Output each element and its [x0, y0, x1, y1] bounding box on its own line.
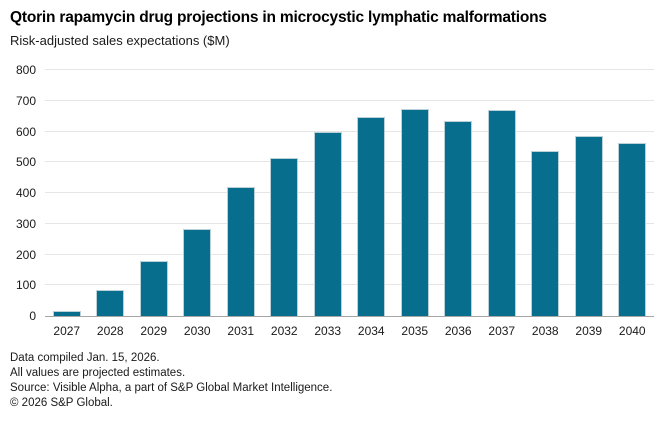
x-axis-label-2028: 2028	[96, 324, 124, 338]
bar-2029	[139, 260, 168, 316]
x-axis-label-2034: 2034	[357, 324, 385, 338]
footnote-source: Source: Visible Alpha, a part of S&P Glo…	[10, 382, 333, 394]
y-gridline	[45, 253, 654, 255]
y-gridline	[45, 130, 654, 132]
footnote-data-compiled: Data compiled Jan. 15, 2026.	[10, 352, 160, 364]
x-axis-label-2033: 2033	[314, 324, 342, 338]
bar-2031	[226, 187, 255, 316]
chart-title: Qtorin rapamycin drug projections in mic…	[10, 9, 547, 26]
bar-2032	[270, 157, 299, 316]
bar-2035	[400, 108, 429, 316]
bar-2033	[313, 131, 342, 316]
y-gridline	[45, 99, 654, 101]
y-axis-tick-label: 400	[15, 186, 36, 200]
x-axis-label-2032: 2032	[270, 324, 298, 338]
footnote-projected-estimates: All values are projected estimates.	[10, 367, 186, 379]
x-axis-label-2027: 2027	[53, 324, 81, 338]
x-axis-label-2031: 2031	[227, 324, 255, 338]
y-axis-tick-label: 300	[15, 216, 36, 231]
y-axis-tick-label: 100	[15, 278, 36, 293]
bar-2040	[618, 142, 647, 316]
x-axis-label-2038: 2038	[531, 324, 559, 338]
y-gridline	[45, 192, 654, 193]
chart-footnotes: Data compiled Jan. 15, 2026. All values …	[10, 351, 332, 411]
y-axis-tick-label: 600	[15, 124, 36, 139]
y-gridline	[45, 222, 654, 224]
y-gridline	[45, 161, 654, 163]
y-gridline	[45, 69, 654, 70]
x-axis-label-2030: 2030	[183, 324, 211, 338]
bar-2038	[531, 150, 560, 316]
y-axis-tick-label: 700	[15, 93, 36, 108]
bar-2027	[52, 311, 81, 316]
x-axis-label-2029: 2029	[140, 324, 168, 338]
y-axis-tick-label: 0	[29, 309, 36, 323]
y-axis-tick-label: 500	[15, 155, 36, 170]
footnote-copyright: © 2026 S&P Global.	[10, 397, 113, 409]
x-axis-label-2035: 2035	[401, 324, 429, 338]
y-axis-tick-label: 800	[15, 63, 36, 77]
bar-2028	[96, 289, 125, 316]
bar-2030	[183, 228, 212, 316]
plot-area: 0 100 200 300 400 500 600 700 800 2027 2028 2029 203…	[16, 63, 654, 338]
y-axis-tick-label: 200	[15, 247, 36, 262]
bar-2036	[444, 120, 473, 316]
x-axis-label-2039: 2039	[575, 324, 603, 338]
x-axis-label-2036: 2036	[444, 324, 472, 338]
x-axis-label-2040: 2040	[618, 324, 646, 338]
bar-2037	[487, 109, 516, 316]
x-axis-label-2037: 2037	[488, 324, 516, 338]
y-gridline	[45, 284, 654, 286]
bar-2039	[574, 136, 603, 316]
chart-subtitle: Risk-adjusted sales expectations ($M)	[10, 33, 230, 48]
bar-2034	[357, 116, 386, 316]
